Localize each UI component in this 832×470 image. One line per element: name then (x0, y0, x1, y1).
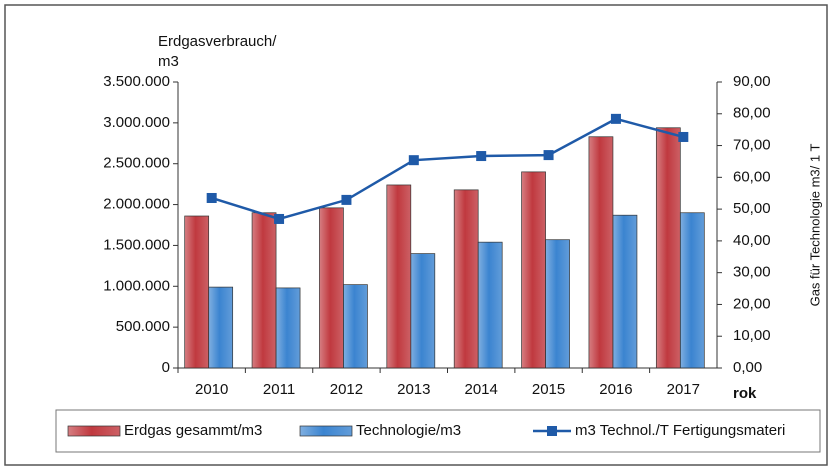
bar (655, 127, 681, 369)
bar (410, 253, 436, 369)
legend-label: Technologie/m3 (356, 422, 461, 439)
bar (521, 171, 546, 369)
legend-frame (55, 409, 821, 453)
marker (341, 194, 352, 205)
x-tick-label: 2016 (599, 381, 632, 398)
y2-tick-label: 90,00 (733, 73, 771, 90)
y-tick-label: 3.500.000 (103, 73, 170, 90)
marker (476, 151, 487, 162)
y2-tick-label: 80,00 (733, 105, 771, 122)
y-tick-label: 2.500.000 (103, 155, 170, 172)
bar (184, 215, 210, 369)
marker (206, 192, 217, 203)
legend-label: m3 Technol./T Fertigungsmateri (575, 422, 785, 439)
bar (545, 239, 570, 369)
legend-swatch (299, 425, 353, 437)
bar (477, 241, 503, 369)
y2-tick-label: 20,00 (733, 295, 771, 312)
x-tick-label: 2017 (667, 381, 700, 398)
x-tick-label: 2010 (195, 381, 228, 398)
y2-tick-label: 70,00 (733, 137, 771, 154)
x-tick-label: 2013 (397, 381, 430, 398)
marker (610, 113, 621, 124)
line (211, 117, 684, 221)
bar (343, 284, 368, 369)
y2-tick-label: 60,00 (733, 168, 771, 185)
bar (208, 286, 234, 369)
y2-tick-label: 50,00 (733, 200, 771, 217)
y2-tick-label: 10,00 (733, 327, 771, 344)
y-tick-label: 2.000.000 (103, 196, 170, 213)
legend-label: Erdgas gesammt/m3 (124, 422, 262, 439)
bar (319, 207, 344, 369)
y-tick-label: 1.500.000 (103, 236, 170, 253)
bar (453, 189, 479, 369)
x-tick-label: 2014 (465, 381, 498, 398)
chart-frame (4, 4, 828, 466)
y2-tick-label: 0,00 (733, 359, 762, 376)
y-tick-label: 500.000 (116, 318, 170, 335)
marker (408, 155, 419, 166)
legend-swatch (67, 425, 121, 437)
marker (678, 131, 689, 142)
marker (543, 150, 554, 161)
bar (588, 136, 614, 369)
marker (274, 213, 285, 224)
y-tick-label: 0 (162, 359, 170, 376)
y2-axis-label: Gas für Technologie m3/ 1 T (807, 144, 822, 307)
bar (679, 212, 705, 369)
bar (612, 214, 638, 369)
y-tick-label: 1.000.000 (103, 277, 170, 294)
x-tick-label: 2012 (330, 381, 363, 398)
bar (251, 212, 277, 369)
x-tick-label: 2015 (532, 381, 565, 398)
y-tick-label: 3.000.000 (103, 114, 170, 131)
x-axis-label: rok (733, 385, 757, 402)
bar (386, 184, 412, 369)
y2-tick-label: 30,00 (733, 264, 771, 281)
x-tick-label: 2011 (263, 381, 295, 398)
y-axis-label: Erdgasverbrauch/ (158, 33, 277, 50)
legend-swatch (547, 426, 557, 436)
y-axis-label: m3 (158, 53, 179, 70)
bar (275, 287, 301, 369)
y2-tick-label: 40,00 (733, 232, 771, 249)
